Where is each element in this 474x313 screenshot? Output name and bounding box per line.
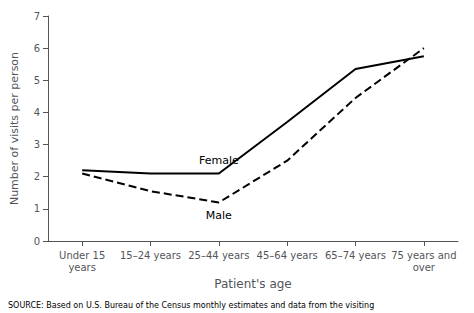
svg-text:Female: Female: [199, 154, 239, 167]
svg-text:25–44 years: 25–44 years: [188, 250, 249, 261]
svg-text:75 years and: 75 years and: [391, 250, 456, 261]
svg-text:Under 15: Under 15: [59, 250, 105, 261]
svg-text:Number of visits per person: Number of visits per person: [8, 52, 21, 205]
svg-text:over: over: [413, 262, 436, 273]
svg-text:45–64 years: 45–64 years: [257, 250, 318, 261]
svg-text:3: 3: [34, 139, 40, 150]
svg-text:65–74 years: 65–74 years: [325, 250, 386, 261]
svg-text:5: 5: [34, 75, 40, 86]
svg-text:1: 1: [34, 203, 40, 214]
svg-text:SOURCE: Based on U.S. Bureau o: SOURCE: Based on U.S. Bureau of the Cens…: [8, 301, 374, 310]
svg-text:Patient's age: Patient's age: [214, 277, 292, 291]
svg-text:7: 7: [34, 11, 40, 22]
svg-text:15–24 years: 15–24 years: [120, 250, 181, 261]
svg-text:Male: Male: [206, 209, 232, 222]
svg-text:6: 6: [34, 43, 40, 54]
svg-text:0: 0: [34, 236, 40, 247]
svg-text:2: 2: [34, 171, 40, 182]
svg-text:4: 4: [34, 107, 40, 118]
svg-text:years: years: [68, 262, 96, 273]
